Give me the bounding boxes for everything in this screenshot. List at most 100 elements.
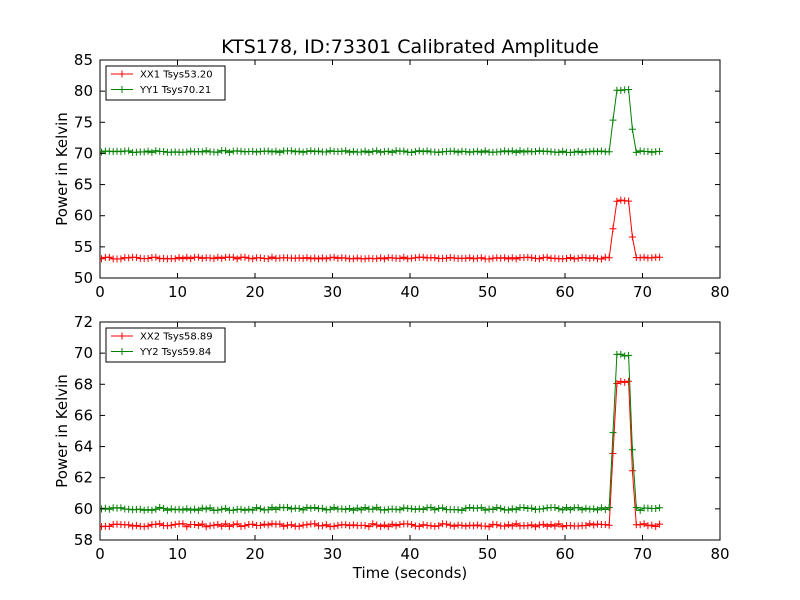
data-point: [377, 522, 385, 530]
data-point: [373, 503, 381, 511]
data-point: [504, 148, 512, 156]
data-point: [284, 521, 291, 529]
data-point: [481, 522, 489, 530]
data-point: [431, 506, 439, 514]
data-point: [605, 504, 613, 511]
data-point: [295, 522, 303, 530]
data-point: [384, 523, 392, 531]
x-tick-label: 20: [245, 545, 264, 563]
data-point: [458, 506, 466, 514]
data-point: [609, 116, 617, 124]
data-point: [287, 147, 295, 155]
y-tick-label: 80: [74, 82, 93, 100]
y-tick-label: 75: [74, 113, 93, 131]
data-point: [625, 351, 633, 359]
chart-title: KTS178, ID:73301 Calibrated Amplitude: [221, 36, 599, 58]
data-point: [411, 505, 419, 513]
data-point: [249, 255, 257, 263]
data-point: [408, 149, 416, 156]
data-point: [361, 522, 369, 529]
data-point: [442, 254, 450, 262]
x-tick-label: 0: [95, 545, 105, 563]
data-point: [408, 521, 416, 528]
x-tick-label: 40: [400, 283, 419, 301]
data-point: [268, 253, 276, 261]
data-point: [628, 233, 636, 241]
data-point: [218, 505, 226, 513]
data-point: [497, 504, 505, 512]
data-point: [559, 147, 567, 155]
data-point: [191, 521, 199, 528]
legend-item: YY1 Tsys70.21: [111, 85, 211, 96]
data-point: [160, 504, 168, 512]
data-point: [656, 147, 664, 155]
data-point: [450, 147, 458, 155]
data-point: [303, 254, 311, 262]
data-point: [373, 521, 381, 529]
data-point: [330, 503, 338, 511]
data-point: [194, 506, 202, 514]
legend-label: XX1 Tsys53.20: [140, 70, 213, 81]
data-point: [229, 506, 237, 514]
x-tick-label: 20: [245, 283, 264, 301]
data-point: [349, 521, 357, 529]
data-point: [473, 147, 481, 155]
data-point: [520, 148, 528, 156]
data-point: [210, 521, 218, 529]
data-point: [415, 147, 423, 155]
data-point: [396, 521, 404, 528]
data-point: [605, 148, 613, 156]
series-line: [101, 353, 660, 512]
data-point: [210, 255, 218, 263]
data-point: [617, 86, 625, 94]
data-point: [202, 147, 210, 155]
data-point: [539, 505, 547, 513]
data-point: [307, 504, 315, 512]
data-point: [322, 521, 330, 529]
data-point: [272, 506, 280, 513]
data-point: [144, 522, 152, 530]
data-point: [342, 521, 350, 529]
series-yy: [100, 86, 664, 156]
data-point: [535, 521, 543, 529]
data-point: [636, 506, 644, 514]
data-point: [419, 253, 427, 261]
data-point: [264, 521, 272, 529]
data-point: [520, 504, 528, 511]
data-point: [388, 520, 396, 528]
data-point: [547, 521, 555, 529]
data-point: [303, 521, 311, 529]
data-point: [311, 520, 319, 528]
data-point: [454, 148, 462, 156]
data-point: [388, 148, 396, 156]
data-point: [528, 504, 536, 512]
data-point: [582, 522, 590, 529]
data-point: [183, 253, 191, 261]
data-point: [640, 520, 648, 528]
data-point: [597, 504, 605, 512]
data-point: [555, 148, 563, 156]
top-panel: 0 10 20 30 40 50 60 70 80 50 55 60 65 70 75 80 85 Power i…: [53, 51, 730, 301]
data-point: [100, 255, 105, 263]
data-point: [202, 505, 210, 513]
data-point: [590, 505, 598, 513]
data-point: [532, 148, 539, 155]
data-point: [299, 254, 307, 262]
data-point: [229, 253, 237, 261]
data-point: [415, 505, 423, 513]
data-point: [256, 254, 264, 262]
plot-area: [100, 350, 664, 531]
data-point: [477, 504, 485, 512]
data-point: [105, 505, 113, 513]
data-point: [578, 149, 586, 156]
data-point: [543, 253, 551, 261]
y-tick-label: 85: [74, 51, 93, 69]
data-point: [528, 521, 536, 529]
data-point: [342, 254, 350, 262]
data-point: [253, 148, 261, 156]
data-point: [280, 522, 288, 530]
data-point: [632, 504, 640, 511]
x-tick-label: 30: [323, 545, 342, 563]
data-point: [508, 254, 516, 262]
